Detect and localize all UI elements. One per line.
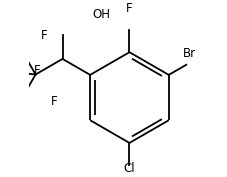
Text: OH: OH <box>92 8 110 21</box>
Text: Cl: Cl <box>124 162 135 175</box>
Text: F: F <box>34 64 41 77</box>
Text: F: F <box>51 95 57 108</box>
Text: Br: Br <box>183 47 196 60</box>
Text: F: F <box>126 2 133 15</box>
Text: F: F <box>40 29 47 42</box>
